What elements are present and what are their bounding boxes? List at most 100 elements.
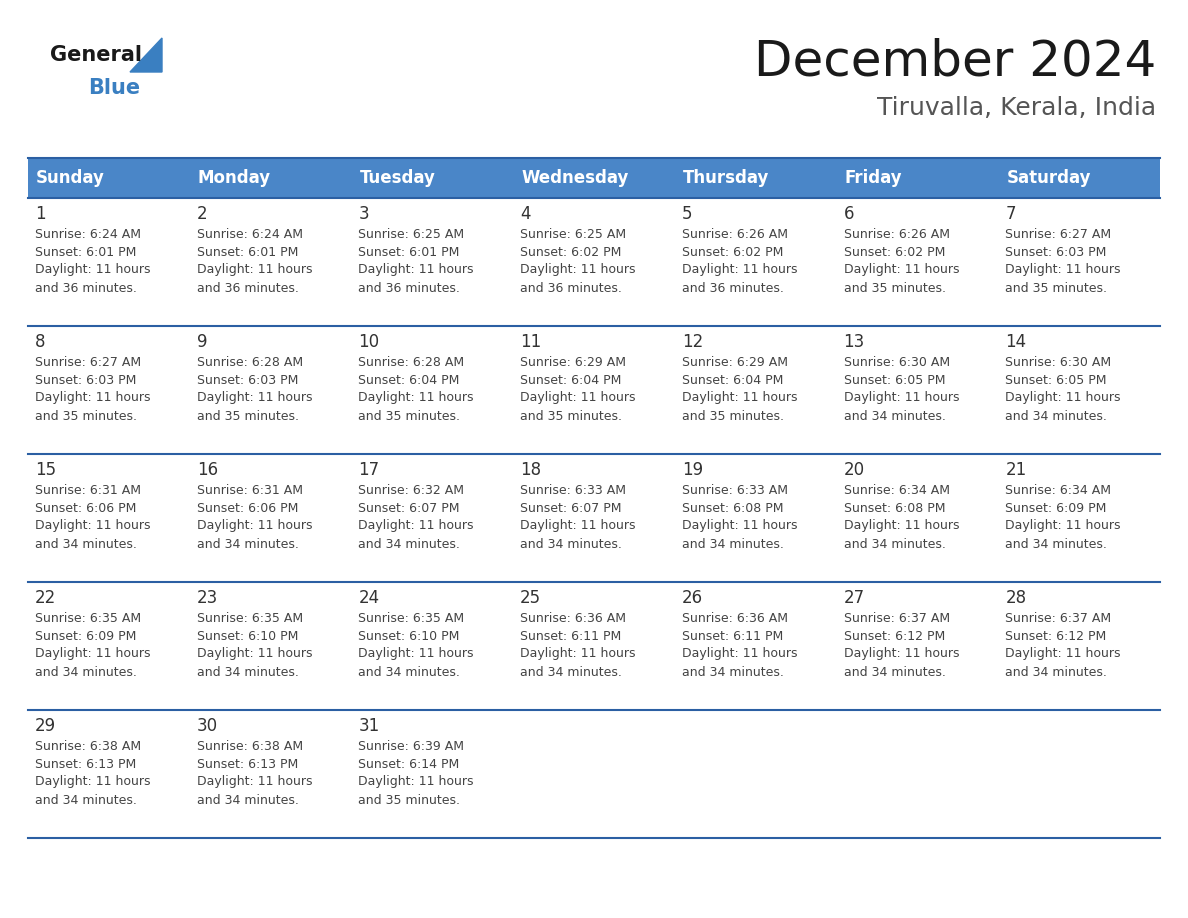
Text: 26: 26 [682, 589, 703, 607]
Text: and 34 minutes.: and 34 minutes. [843, 666, 946, 678]
Text: 10: 10 [359, 333, 379, 351]
Text: Daylight: 11 hours: Daylight: 11 hours [359, 776, 474, 789]
Bar [190, 326, 352, 454]
Text: Sunset: 6:07 PM: Sunset: 6:07 PM [359, 501, 460, 514]
Text: Daylight: 11 hours: Daylight: 11 hours [520, 391, 636, 405]
Text: Sunrise: 6:26 AM: Sunrise: 6:26 AM [682, 228, 788, 241]
Bar [29, 326, 190, 454]
Text: Daylight: 11 hours: Daylight: 11 hours [197, 520, 312, 532]
Text: 23: 23 [197, 589, 217, 607]
Text: 9: 9 [197, 333, 207, 351]
Text: and 34 minutes.: and 34 minutes. [34, 793, 137, 807]
Text: Daylight: 11 hours: Daylight: 11 hours [197, 263, 312, 276]
Text: and 35 minutes.: and 35 minutes. [359, 793, 461, 807]
Bar [513, 198, 675, 326]
Text: Sunrise: 6:37 AM: Sunrise: 6:37 AM [843, 611, 949, 624]
Text: Daylight: 11 hours: Daylight: 11 hours [520, 263, 636, 276]
Bar [190, 710, 352, 838]
Text: Sunset: 6:12 PM: Sunset: 6:12 PM [843, 630, 944, 643]
Text: Sunset: 6:11 PM: Sunset: 6:11 PM [520, 630, 621, 643]
Text: Sunrise: 6:36 AM: Sunrise: 6:36 AM [682, 611, 788, 624]
Bar [29, 198, 190, 326]
Text: 7: 7 [1005, 205, 1016, 223]
Text: Sunrise: 6:29 AM: Sunrise: 6:29 AM [520, 355, 626, 368]
Text: Sunset: 6:11 PM: Sunset: 6:11 PM [682, 630, 783, 643]
Text: Sunset: 6:06 PM: Sunset: 6:06 PM [34, 501, 137, 514]
Text: 4: 4 [520, 205, 531, 223]
Text: 6: 6 [843, 205, 854, 223]
Text: December 2024: December 2024 [753, 38, 1156, 86]
Bar [513, 710, 675, 838]
Bar [998, 582, 1159, 710]
Text: 13: 13 [843, 333, 865, 351]
Bar [352, 198, 513, 326]
Text: Sunset: 6:03 PM: Sunset: 6:03 PM [197, 374, 298, 386]
Text: and 36 minutes.: and 36 minutes. [197, 282, 298, 295]
Text: and 36 minutes.: and 36 minutes. [682, 282, 784, 295]
Text: Sunrise: 6:35 AM: Sunrise: 6:35 AM [359, 611, 465, 624]
Text: and 34 minutes.: and 34 minutes. [520, 666, 623, 678]
Text: Daylight: 11 hours: Daylight: 11 hours [197, 776, 312, 789]
Bar [513, 582, 675, 710]
Text: 30: 30 [197, 717, 217, 735]
Text: Blue: Blue [88, 78, 140, 98]
Text: Sunrise: 6:27 AM: Sunrise: 6:27 AM [34, 355, 141, 368]
Bar [190, 454, 352, 582]
Text: Saturday: Saturday [1006, 169, 1091, 187]
Text: and 34 minutes.: and 34 minutes. [843, 538, 946, 551]
Text: 3: 3 [359, 205, 369, 223]
Text: and 34 minutes.: and 34 minutes. [197, 538, 298, 551]
Text: Sunset: 6:10 PM: Sunset: 6:10 PM [197, 630, 298, 643]
Bar [190, 582, 352, 710]
Text: Sunrise: 6:24 AM: Sunrise: 6:24 AM [34, 228, 141, 241]
Text: Sunrise: 6:28 AM: Sunrise: 6:28 AM [197, 355, 303, 368]
Bar [675, 454, 836, 582]
Text: Sunrise: 6:31 AM: Sunrise: 6:31 AM [197, 484, 303, 497]
Text: Sunrise: 6:38 AM: Sunrise: 6:38 AM [197, 740, 303, 753]
Text: Daylight: 11 hours: Daylight: 11 hours [843, 520, 959, 532]
Text: Sunrise: 6:33 AM: Sunrise: 6:33 AM [520, 484, 626, 497]
Text: Sunset: 6:09 PM: Sunset: 6:09 PM [34, 630, 137, 643]
Text: Sunrise: 6:25 AM: Sunrise: 6:25 AM [520, 228, 626, 241]
Text: Daylight: 11 hours: Daylight: 11 hours [197, 647, 312, 660]
Text: Daylight: 11 hours: Daylight: 11 hours [1005, 391, 1120, 405]
Text: and 34 minutes.: and 34 minutes. [682, 538, 784, 551]
Text: Friday: Friday [845, 169, 902, 187]
Text: Daylight: 11 hours: Daylight: 11 hours [197, 391, 312, 405]
Text: 20: 20 [843, 461, 865, 479]
Text: Sunrise: 6:30 AM: Sunrise: 6:30 AM [843, 355, 949, 368]
Text: Sunset: 6:08 PM: Sunset: 6:08 PM [843, 501, 946, 514]
Text: Daylight: 11 hours: Daylight: 11 hours [34, 520, 151, 532]
Bar [29, 582, 190, 710]
Bar [675, 198, 836, 326]
Text: Sunset: 6:01 PM: Sunset: 6:01 PM [197, 245, 298, 259]
Text: Daylight: 11 hours: Daylight: 11 hours [1005, 263, 1120, 276]
Text: and 35 minutes.: and 35 minutes. [1005, 282, 1107, 295]
Text: and 35 minutes.: and 35 minutes. [197, 409, 298, 422]
Text: 27: 27 [843, 589, 865, 607]
Text: Sunrise: 6:36 AM: Sunrise: 6:36 AM [520, 611, 626, 624]
Text: Sunset: 6:04 PM: Sunset: 6:04 PM [520, 374, 621, 386]
Polygon shape [129, 38, 162, 72]
Text: and 36 minutes.: and 36 minutes. [359, 282, 460, 295]
Bar [352, 582, 513, 710]
Bar [998, 326, 1159, 454]
Text: Sunset: 6:05 PM: Sunset: 6:05 PM [1005, 374, 1107, 386]
Text: Sunrise: 6:35 AM: Sunrise: 6:35 AM [34, 611, 141, 624]
Text: 5: 5 [682, 205, 693, 223]
Bar [998, 198, 1159, 326]
Text: Daylight: 11 hours: Daylight: 11 hours [34, 391, 151, 405]
Text: Sunset: 6:04 PM: Sunset: 6:04 PM [359, 374, 460, 386]
Text: Wednesday: Wednesday [522, 169, 628, 187]
Text: Sunset: 6:02 PM: Sunset: 6:02 PM [520, 245, 621, 259]
Text: 31: 31 [359, 717, 380, 735]
Text: 25: 25 [520, 589, 542, 607]
Text: and 34 minutes.: and 34 minutes. [359, 538, 460, 551]
Text: 21: 21 [1005, 461, 1026, 479]
Text: Sunset: 6:13 PM: Sunset: 6:13 PM [197, 757, 298, 770]
Text: Sunrise: 6:37 AM: Sunrise: 6:37 AM [1005, 611, 1112, 624]
Text: and 34 minutes.: and 34 minutes. [843, 409, 946, 422]
Bar [352, 326, 513, 454]
Text: Thursday: Thursday [683, 169, 770, 187]
Text: Daylight: 11 hours: Daylight: 11 hours [682, 391, 797, 405]
